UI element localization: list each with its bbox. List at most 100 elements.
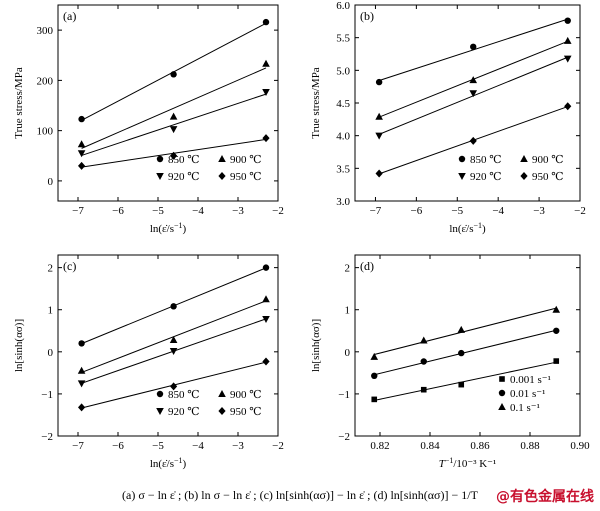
x-tick-label: 0.84 <box>420 440 440 452</box>
legend-marker <box>156 390 164 398</box>
x-tick-label: −3 <box>533 205 545 217</box>
y-axis-label: ln[sinh(ασ)] <box>13 319 25 372</box>
y-axis-label: True stress/MPa <box>310 67 322 139</box>
chart-panel-b: −7 −6 −5 −4 −3 −2 3.0 3.5 4.0 4.5 5.0 5.5 6.0 (b) True… <box>310 0 586 235</box>
legend-label: 900 ℃ <box>230 389 262 401</box>
legend-marker <box>218 390 226 397</box>
legend: 850 ℃ 900 ℃ 920 ℃ 950 ℃ <box>458 154 564 183</box>
legend-label: 900 ℃ <box>230 154 262 166</box>
y-tick-label: 2 <box>345 263 351 275</box>
data-point <box>169 112 178 120</box>
legend-marker <box>520 172 528 180</box>
data-point <box>262 59 270 67</box>
panel-label: (d) <box>360 259 374 273</box>
data-point <box>169 126 178 134</box>
legend-label: 920 ℃ <box>470 171 502 183</box>
data-point <box>469 90 478 98</box>
x-tick-label: −3 <box>232 440 244 452</box>
data-point <box>458 349 465 357</box>
legend-label: 850 ℃ <box>470 154 502 166</box>
y-tick-label: 2 <box>48 263 54 275</box>
chart-panel-c: −7 −6 −5 −4 −3 −2 −2 −1 0 1 2 (c) ln[sinh(ασ)] ln(ε̇/… <box>13 254 284 470</box>
legend-marker <box>218 407 226 415</box>
legend-label: 0.01 s⁻¹ <box>510 388 545 400</box>
data-point <box>262 264 270 271</box>
data-point <box>563 55 572 63</box>
fit-line-2 <box>81 93 267 156</box>
legend-marker <box>156 173 164 180</box>
data-point <box>553 327 560 334</box>
x-tick-label: −6 <box>112 205 124 217</box>
legend-label: 950 ℃ <box>532 171 564 183</box>
x-tick-label: 0.82 <box>370 440 389 452</box>
legend-marker <box>520 155 528 162</box>
legend-marker <box>458 173 466 180</box>
legend-marker <box>156 408 164 415</box>
x-tick-label: −7 <box>370 205 382 217</box>
data-point <box>262 88 270 96</box>
plot-frame <box>57 4 279 202</box>
data-point <box>170 71 177 78</box>
x-tick-label: −2 <box>272 440 284 452</box>
legend-marker <box>218 155 226 162</box>
data-point <box>470 43 477 51</box>
data-point <box>77 366 86 374</box>
y-axis-label: ln[sinh(ασ)] <box>310 319 322 372</box>
data-point <box>458 381 465 388</box>
data-point <box>420 386 427 393</box>
legend-label: 0.001 s⁻¹ <box>510 374 551 386</box>
data-point <box>469 136 477 145</box>
legend-label: 850 ℃ <box>168 389 200 401</box>
fit-line-1 <box>374 329 557 376</box>
data-point <box>375 112 383 120</box>
x-axis-label: ln(ε̇/s−1) <box>150 221 187 235</box>
y-tick-label: −1 <box>41 389 53 401</box>
legend-label: 950 ℃ <box>230 406 262 418</box>
x-axis-label: ln(ε̇/s−1) <box>449 221 486 235</box>
panel-label: (c) <box>63 259 76 273</box>
y-tick-label: 300 <box>37 25 54 37</box>
legend-marker <box>499 376 505 382</box>
data-point <box>457 325 466 333</box>
data-point <box>262 357 270 366</box>
data-point <box>375 169 383 178</box>
data-point <box>169 336 178 344</box>
legend-marker <box>156 155 164 163</box>
data-point <box>262 18 270 26</box>
data-point <box>170 382 178 391</box>
legend-label: 920 ℃ <box>168 406 200 418</box>
y-tick-label: 1 <box>345 305 351 317</box>
data-point <box>78 161 86 170</box>
y-tick-label: −2 <box>338 431 350 443</box>
legend-label: 850 ℃ <box>168 154 200 166</box>
legend: 850 ℃ 900 ℃ 920 ℃ 950 ℃ <box>156 389 262 418</box>
data-point <box>78 115 85 123</box>
data-point <box>78 403 86 412</box>
y-tick-label: 0 <box>48 347 54 359</box>
data-point <box>170 303 177 310</box>
data-point <box>552 305 561 313</box>
x-tick-label: −2 <box>272 205 284 217</box>
y-tick-label: 5.0 <box>336 65 350 77</box>
watermark: @有色金属在线 <box>496 489 594 505</box>
chart-panel-d: 0.82 0.84 0.86 0.88 0.90 −2 −1 0 1 2 (d) ln[sinh(ασ… <box>310 254 590 470</box>
y-tick-label: 0 <box>345 347 351 359</box>
data-point <box>371 396 378 403</box>
y-tick-label: −1 <box>338 389 350 401</box>
x-tick-label: −6 <box>112 440 124 452</box>
y-tick-label: 3.0 <box>336 196 350 208</box>
x-tick-label: −7 <box>72 205 84 217</box>
y-tick-label: 5.5 <box>336 33 350 45</box>
figure-caption: (a) σ − ln ε̇ ; (b) ln σ − ln ε̇ ; (c) l… <box>122 488 478 502</box>
data-point <box>262 295 270 303</box>
data-point <box>169 347 178 355</box>
panel-label: (a) <box>63 9 76 23</box>
data-point <box>170 151 178 160</box>
legend-label: 950 ℃ <box>230 171 262 183</box>
x-tick-label: −2 <box>574 205 586 217</box>
data-point <box>370 352 379 360</box>
data-point <box>553 358 560 364</box>
y-tick-label: −2 <box>41 431 53 443</box>
legend-marker <box>498 389 506 397</box>
